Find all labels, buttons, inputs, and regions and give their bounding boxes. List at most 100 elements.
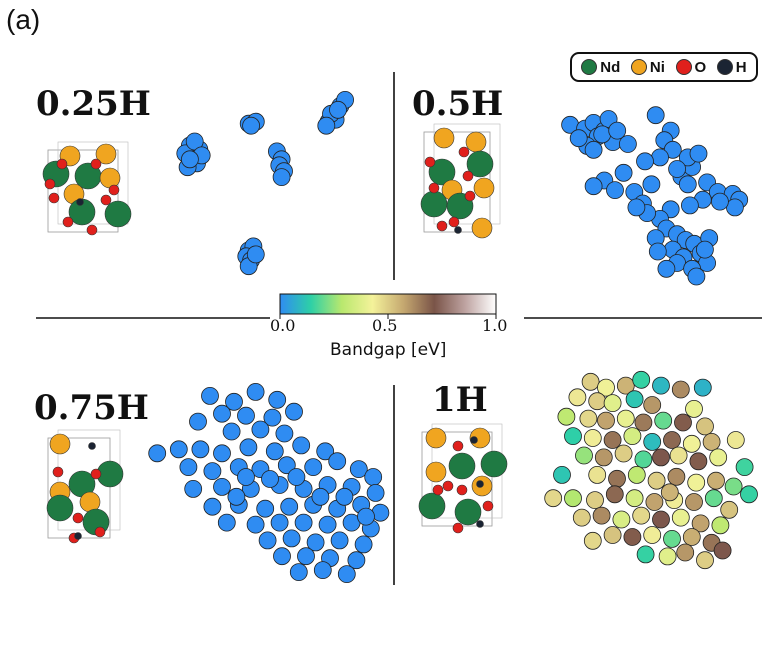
scatter-point: [654, 411, 673, 430]
scatter-point: [652, 510, 670, 529]
scatter-point: [586, 491, 604, 510]
o-atom: [452, 440, 464, 452]
scatter-point: [726, 431, 745, 449]
scatter-point: [594, 448, 613, 467]
scatter-point: [544, 489, 563, 508]
scatter-point: [643, 432, 662, 451]
legend-label-h: H: [735, 58, 747, 76]
scatter-point: [614, 444, 633, 463]
scatter-point: [724, 477, 743, 496]
scatter-point: [280, 497, 299, 516]
scatter-point: [201, 386, 219, 405]
nd-atom: [448, 452, 476, 480]
h-atom: [76, 198, 84, 206]
scatter-point: [711, 192, 729, 211]
legend-label-ni: Ni: [649, 58, 665, 76]
scatter-point: [648, 242, 667, 261]
scatter-point: [246, 515, 265, 534]
scatter-point: [627, 465, 646, 484]
scatter-point: [603, 394, 622, 413]
scatter-point: [313, 561, 332, 579]
title-1h: 1H: [432, 380, 488, 420]
scatter-point: [668, 160, 686, 178]
scatter-point: [709, 448, 728, 467]
scatter-point: [588, 392, 607, 411]
scatter-point: [268, 390, 287, 409]
scatter-point: [317, 116, 336, 135]
scatter-point: [605, 485, 624, 504]
legend-entry-o: O: [675, 59, 706, 76]
scatter-point: [691, 514, 710, 533]
scatter-point: [239, 438, 258, 457]
o-atom: [86, 224, 98, 236]
scatter-point: [553, 465, 571, 484]
o-atom: [436, 220, 448, 232]
o-atom: [452, 522, 464, 534]
scatter-point: [277, 456, 296, 475]
scatter-point: [213, 477, 231, 496]
nd-atom: [466, 150, 494, 178]
scatter-point: [349, 460, 368, 479]
scatter-point: [713, 541, 732, 560]
title-0-75h: 0.75H: [34, 388, 149, 428]
scatter-point: [608, 121, 627, 140]
scatter-panel-2: [148, 382, 390, 583]
scatter-point: [148, 444, 167, 463]
scatter-point: [354, 535, 373, 554]
h-atom: [470, 436, 478, 444]
scatter-point: [740, 485, 758, 504]
scatter-point: [287, 468, 306, 486]
scatter-point: [663, 530, 681, 548]
scatter-point: [265, 442, 284, 461]
o-atom: [56, 158, 68, 170]
scatter-point: [597, 411, 615, 430]
scatter-point: [632, 506, 651, 525]
scatter-point: [304, 458, 323, 477]
h-atom: [476, 520, 484, 528]
scatter-point: [294, 513, 313, 532]
panel-dividers: [36, 72, 762, 585]
scatter-point: [711, 516, 730, 535]
scatter-point: [258, 531, 277, 550]
o-atom: [44, 178, 56, 190]
scatter-point: [237, 468, 255, 486]
scatter-point: [330, 531, 349, 550]
scatter-point: [696, 551, 714, 570]
scatter-point: [328, 452, 347, 471]
nd-atom: [46, 494, 74, 522]
scatter-point: [616, 409, 635, 428]
o-atom: [458, 146, 470, 158]
scatter-point: [364, 468, 383, 486]
scatter-point: [337, 565, 356, 583]
scatter-point: [584, 140, 603, 159]
scatter-point: [256, 499, 275, 518]
scatter-point: [643, 396, 662, 414]
scatter-point: [651, 148, 669, 167]
scatter-panel-3: [544, 370, 758, 570]
crystal-structures: [42, 123, 508, 544]
colorbar-label: Bandgap [eV]: [330, 340, 447, 360]
colorbar-tick-0-5: 0.5: [372, 316, 398, 335]
scatter-point: [674, 413, 692, 432]
ni-atom: [471, 217, 493, 239]
ni-atom: [433, 127, 455, 149]
o-atom: [94, 526, 106, 538]
scatter-point: [623, 528, 642, 546]
scatter-point: [311, 487, 330, 506]
o-atom: [90, 158, 102, 170]
crystal-structure-1: [420, 123, 501, 239]
scatter-point: [634, 413, 653, 432]
scatter-point: [568, 388, 587, 407]
scatter-point: [273, 547, 291, 566]
scatter-point: [642, 175, 661, 194]
o-atom: [462, 170, 474, 182]
scatter-point: [634, 450, 653, 469]
scatter-point: [663, 431, 681, 449]
scatter-point: [616, 376, 635, 395]
colorbar-tick-1: 1.0: [482, 316, 508, 335]
scatter-point: [735, 458, 754, 477]
scatter-point: [681, 196, 699, 215]
scatter-point: [217, 513, 236, 532]
o-atom: [52, 466, 64, 478]
colorbar-tick-0: 0.0: [270, 316, 296, 335]
